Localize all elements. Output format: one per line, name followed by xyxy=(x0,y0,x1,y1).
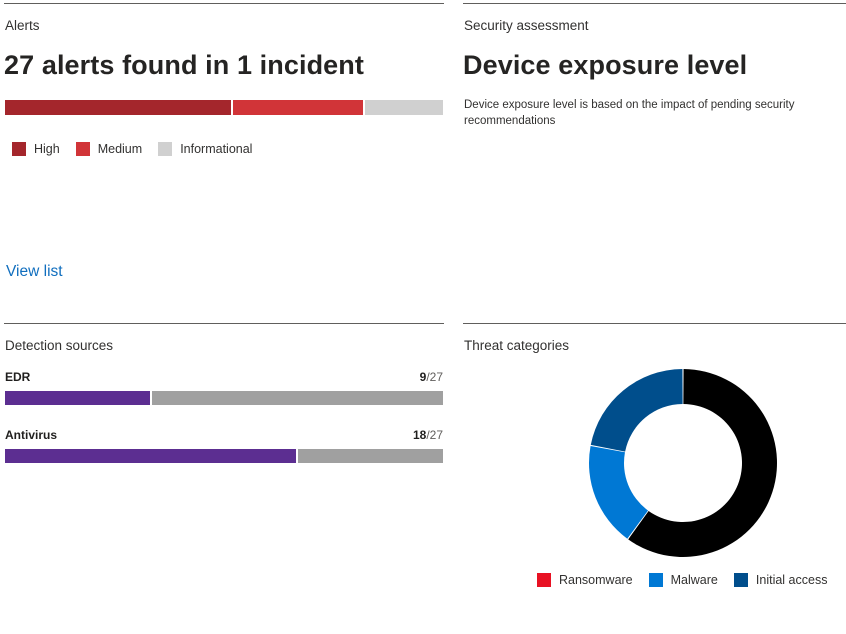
legend-label-medium: Medium xyxy=(97,142,143,156)
severity-bar-medium[interactable] xyxy=(232,100,363,115)
view-list-link[interactable]: View list xyxy=(6,263,63,280)
source-count: 18/27 xyxy=(412,428,443,442)
source-bar-fill xyxy=(5,449,296,463)
source-bar xyxy=(5,391,443,405)
detection-sources-card: Detection sources EDR 9/27 Antivirus 18/… xyxy=(4,323,444,623)
legend-label-initial-access: Initial access xyxy=(755,573,828,587)
legend-label-ransomware: Ransomware xyxy=(559,573,633,587)
legend-item-ransomware: Ransomware xyxy=(537,573,633,587)
severity-bar-informational[interactable] xyxy=(364,100,443,115)
legend-swatch-high xyxy=(12,142,26,156)
alerts-card: Alerts 27 alerts found in 1 incident Hig… xyxy=(4,3,444,303)
threats-card-title: Threat categories xyxy=(464,338,570,353)
threat-donut-chart xyxy=(589,369,777,557)
source-name: EDR xyxy=(5,370,31,384)
security-assessment-card: Security assessment Device exposure leve… xyxy=(463,3,846,303)
source-name: Antivirus xyxy=(5,428,58,442)
donut-slice-other[interactable] xyxy=(628,369,777,557)
source-count: 9/27 xyxy=(419,370,443,384)
legend-item-medium: Medium xyxy=(75,142,143,156)
severity-bar-high[interactable] xyxy=(5,100,231,115)
source-bar-remainder xyxy=(297,449,443,463)
source-row-antivirus: Antivirus 18/27 xyxy=(5,428,443,463)
severity-legend: High Medium Informational xyxy=(12,142,252,156)
severity-bar xyxy=(5,100,443,115)
alerts-card-title: Alerts xyxy=(5,18,40,33)
legend-swatch-initial-access xyxy=(733,573,748,587)
legend-item-malware: Malware xyxy=(648,573,718,587)
donut-slice-malware[interactable] xyxy=(589,445,649,539)
alerts-summary-heading: 27 alerts found in 1 incident xyxy=(4,50,364,80)
legend-label-informational: Informational xyxy=(180,142,253,156)
donut-slice-initial-access[interactable] xyxy=(590,369,683,452)
legend-label-malware: Malware xyxy=(670,573,718,587)
threat-categories-card: Threat categories Ransomware Malware Ini… xyxy=(463,323,846,623)
source-bar-remainder xyxy=(152,391,443,405)
sources-card-title: Detection sources xyxy=(5,338,114,353)
legend-label-high: High xyxy=(34,142,60,156)
exposure-description: Device exposure level is based on the im… xyxy=(464,99,795,127)
source-row-edr: EDR 9/27 xyxy=(5,370,443,405)
legend-swatch-ransomware xyxy=(537,573,551,587)
legend-swatch-malware xyxy=(648,573,663,587)
source-bar-fill xyxy=(5,391,151,405)
security-card-title: Security assessment xyxy=(464,18,589,33)
exposure-heading: Device exposure level xyxy=(463,50,748,80)
threat-legend: Ransomware Malware Initial access xyxy=(537,573,827,587)
legend-swatch-informational xyxy=(158,142,173,156)
legend-item-informational: Informational xyxy=(158,142,252,156)
legend-item-initial-access: Initial access xyxy=(733,573,828,587)
source-bar xyxy=(5,449,443,463)
legend-swatch-medium xyxy=(75,142,90,156)
legend-item-high: High xyxy=(12,142,60,156)
